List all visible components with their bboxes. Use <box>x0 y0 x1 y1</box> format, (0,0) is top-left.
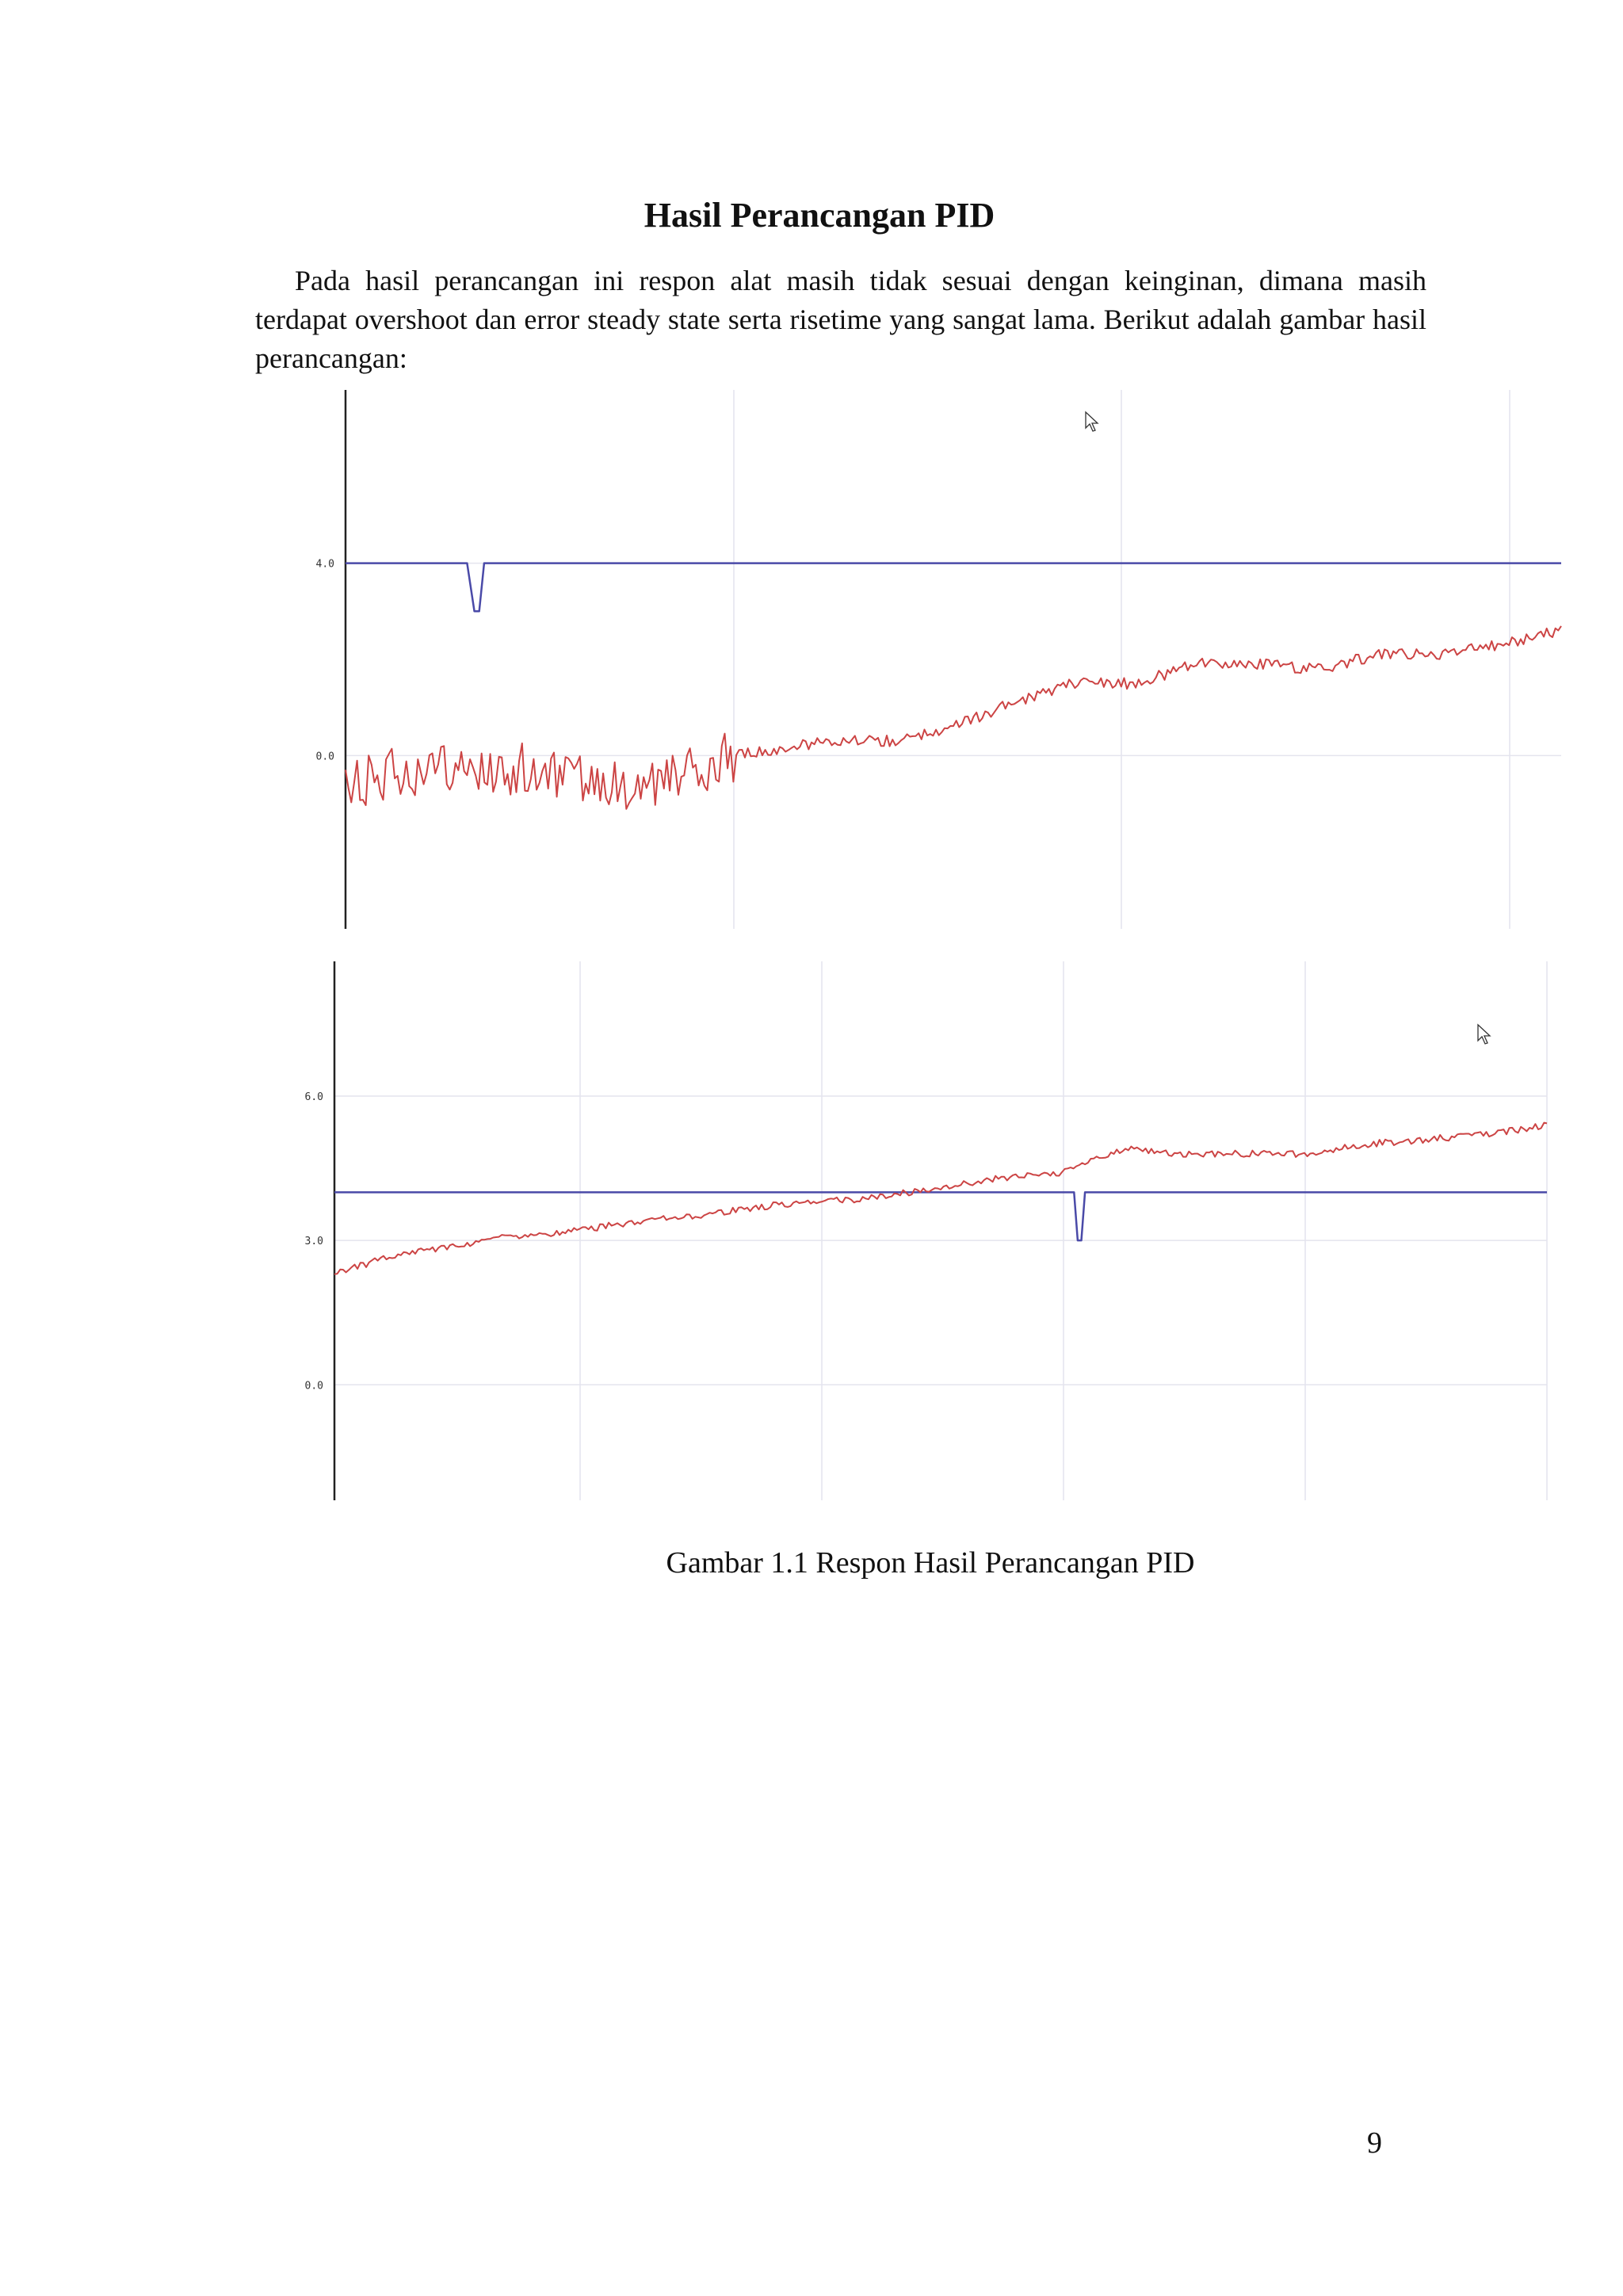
response-line <box>345 625 1562 810</box>
section-title: Hasil Perancangan PID <box>643 196 995 235</box>
cursor-icon <box>1085 411 1099 432</box>
figure-caption: Gambar 1.1 Respon Hasil Perancangan PID <box>666 1546 1195 1580</box>
page-number: 9 <box>1367 2126 1382 2160</box>
cursor-icon <box>1477 1023 1491 1045</box>
setpoint-line <box>334 1191 1547 1242</box>
setpoint-line <box>346 562 1561 613</box>
y-tick-label: 4.0 <box>316 559 334 571</box>
response-chart-top: 0.0 4.0 <box>293 390 1571 929</box>
response-chart-bottom: 0.0 3.0 6.0 <box>293 961 1571 1500</box>
chart-bottom-svg: 0.0 3.0 6.0 <box>305 961 1548 1500</box>
chart-top-svg: 0.0 4.0 <box>316 390 1562 929</box>
body-paragraph: Pada hasil perancangan ini respon alat m… <box>255 265 1426 374</box>
y-tick-label: 6.0 <box>305 1091 323 1103</box>
y-tick-label: 3.0 <box>305 1236 323 1247</box>
y-tick-label: 0.0 <box>305 1380 323 1392</box>
y-tick-label: 0.0 <box>316 751 334 762</box>
response-line <box>334 1121 1548 1275</box>
